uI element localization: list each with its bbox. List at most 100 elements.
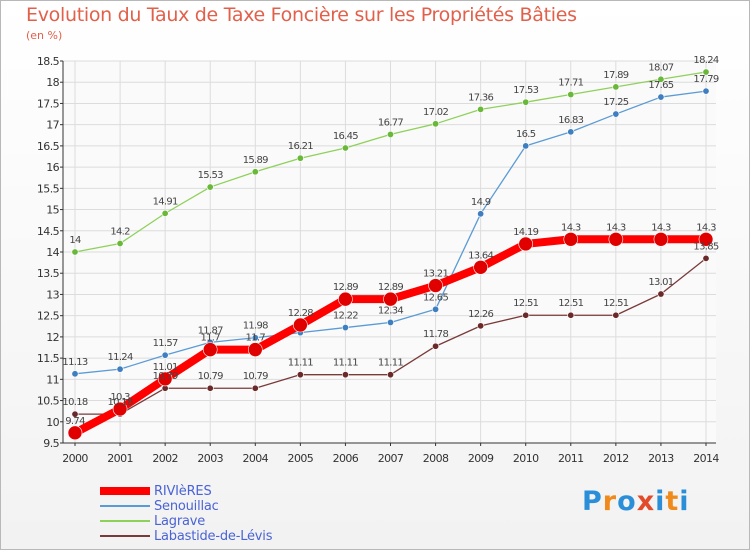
data-label-rivi-res: 11.7 bbox=[246, 333, 266, 344]
data-label-rivi-res: 14.3 bbox=[696, 222, 716, 233]
data-label-rivi-res: 14.19 bbox=[513, 227, 538, 238]
data-point-senouillac bbox=[567, 128, 575, 136]
data-label-lagrave: 17.36 bbox=[468, 92, 493, 103]
y-tick-label: 11.5 bbox=[37, 352, 60, 365]
data-label-lagrave: 17.89 bbox=[603, 70, 628, 81]
data-label-rivi-res: 14.3 bbox=[561, 222, 581, 233]
x-tick-label: 2008 bbox=[423, 452, 449, 465]
x-tick-label: 2001 bbox=[107, 452, 133, 465]
data-point-lagrave bbox=[657, 75, 665, 83]
logo-letter: o bbox=[617, 486, 637, 517]
data-label-rivi-res: 11.7 bbox=[200, 333, 220, 344]
legend-item-lagrave: Lagrave bbox=[100, 514, 360, 529]
data-label-lagrave: 16.21 bbox=[288, 141, 313, 152]
data-label-senouillac: 12.22 bbox=[333, 311, 358, 322]
y-tick-label: 12 bbox=[46, 331, 59, 344]
data-point-lagrave bbox=[612, 83, 620, 91]
data-point-senouillac bbox=[612, 110, 620, 118]
data-label-senouillac: 12.65 bbox=[423, 292, 448, 303]
data-point-lagrave bbox=[341, 144, 349, 152]
logo-letter: i bbox=[655, 486, 666, 517]
legend-item-labastide: Labastide-de-Lévis bbox=[100, 529, 360, 544]
data-point-rivi-res bbox=[157, 371, 173, 387]
data-point-labastide-de-l-vis bbox=[71, 410, 79, 418]
x-tick-label: 2000 bbox=[62, 452, 88, 465]
data-label-labastide-de-l-vis: 12.51 bbox=[603, 298, 628, 309]
data-point-rivi-res bbox=[247, 342, 263, 357]
x-tick-label: 2007 bbox=[378, 452, 404, 465]
data-label-rivi-res: 11.01 bbox=[153, 362, 178, 373]
y-tick-label: 17 bbox=[46, 119, 59, 132]
data-point-labastide-de-l-vis bbox=[432, 342, 440, 350]
data-label-lagrave: 15.89 bbox=[243, 155, 268, 166]
x-tick-label: 2011 bbox=[558, 452, 584, 465]
data-point-lagrave bbox=[386, 130, 394, 138]
data-label-senouillac: 11.87 bbox=[198, 325, 223, 336]
y-tick-label: 17.5 bbox=[37, 97, 60, 110]
data-point-labastide-de-l-vis bbox=[522, 311, 530, 319]
data-point-lagrave bbox=[251, 168, 259, 176]
data-point-senouillac bbox=[522, 142, 530, 150]
x-tick-label: 2010 bbox=[513, 452, 539, 465]
data-point-lagrave bbox=[522, 98, 530, 106]
data-label-senouillac: 11.57 bbox=[153, 338, 178, 349]
y-tick-label: 10 bbox=[46, 416, 59, 429]
logo-letter: i bbox=[679, 486, 690, 517]
data-label-labastide-de-l-vis: 12.51 bbox=[513, 298, 538, 309]
data-point-lagrave bbox=[702, 68, 710, 76]
data-label-senouillac: 12.34 bbox=[378, 305, 403, 316]
data-label-lagrave: 18.24 bbox=[693, 55, 718, 66]
data-point-labastide-de-l-vis bbox=[477, 322, 485, 330]
data-point-rivi-res bbox=[473, 259, 488, 275]
data-label-labastide-de-l-vis: 13.85 bbox=[693, 241, 718, 252]
data-label-rivi-res: 14.3 bbox=[651, 222, 671, 233]
data-point-labastide-de-l-vis bbox=[657, 290, 665, 298]
x-tick-label: 2004 bbox=[242, 452, 268, 465]
data-label-lagrave: 17.53 bbox=[513, 85, 538, 96]
x-tick-label: 2013 bbox=[648, 452, 674, 465]
y-tick-label: 10.5 bbox=[37, 395, 60, 408]
data-point-rivi-res bbox=[383, 291, 398, 307]
proxiti-logo: Proxiti bbox=[582, 486, 690, 517]
data-label-senouillac: 11.13 bbox=[62, 357, 87, 368]
data-label-labastide-de-l-vis: 11.78 bbox=[423, 329, 448, 340]
unit-label: (en %) bbox=[26, 29, 63, 42]
data-point-rivi-res bbox=[67, 425, 83, 441]
data-point-lagrave bbox=[71, 248, 79, 256]
logo-letter: P bbox=[582, 486, 603, 517]
data-label-rivi-res: 13.64 bbox=[468, 250, 493, 261]
data-label-labastide-de-l-vis: 13.01 bbox=[648, 277, 673, 288]
data-point-lagrave bbox=[567, 91, 575, 99]
data-label-labastide-de-l-vis: 10.79 bbox=[153, 371, 178, 382]
data-label-labastide-de-l-vis: 10.18 bbox=[62, 397, 87, 408]
data-point-lagrave bbox=[296, 154, 304, 162]
data-label-rivi-res: 12.28 bbox=[288, 308, 313, 319]
data-label-rivi-res: 10.3 bbox=[110, 392, 130, 403]
data-label-labastide-de-l-vis: 10.18 bbox=[108, 397, 133, 408]
data-point-senouillac bbox=[477, 210, 485, 218]
legend-label: RIVIèRES bbox=[154, 484, 212, 499]
y-tick-label: 13 bbox=[46, 288, 59, 301]
chart-title: Evolution du Taux de Taxe Foncière sur l… bbox=[26, 4, 577, 26]
data-point-rivi-res bbox=[293, 317, 308, 333]
data-point-labastide-de-l-vis bbox=[702, 254, 710, 262]
data-label-rivi-res: 9.74 bbox=[65, 416, 85, 427]
data-label-rivi-res: 13.21 bbox=[423, 269, 448, 280]
data-label-senouillac: 16.5 bbox=[516, 129, 536, 140]
data-label-labastide-de-l-vis: 10.79 bbox=[198, 371, 223, 382]
y-tick-label: 15.5 bbox=[37, 182, 60, 195]
y-tick-label: 13.5 bbox=[37, 267, 60, 280]
data-point-lagrave bbox=[161, 209, 169, 217]
data-point-senouillac bbox=[251, 334, 259, 342]
legend-label: Labastide-de-Lévis bbox=[154, 529, 273, 544]
data-label-lagrave: 16.77 bbox=[378, 117, 403, 128]
data-label-senouillac: 17.25 bbox=[603, 97, 628, 108]
x-tick-label: 2012 bbox=[603, 452, 629, 465]
data-label-labastide-de-l-vis: 11.11 bbox=[333, 358, 358, 369]
data-point-rivi-res bbox=[608, 231, 624, 247]
data-label-labastide-de-l-vis: 11.11 bbox=[378, 358, 403, 369]
x-tick-label: 2009 bbox=[468, 452, 494, 465]
data-point-lagrave bbox=[432, 120, 440, 128]
data-label-rivi-res: 12.89 bbox=[333, 282, 358, 293]
